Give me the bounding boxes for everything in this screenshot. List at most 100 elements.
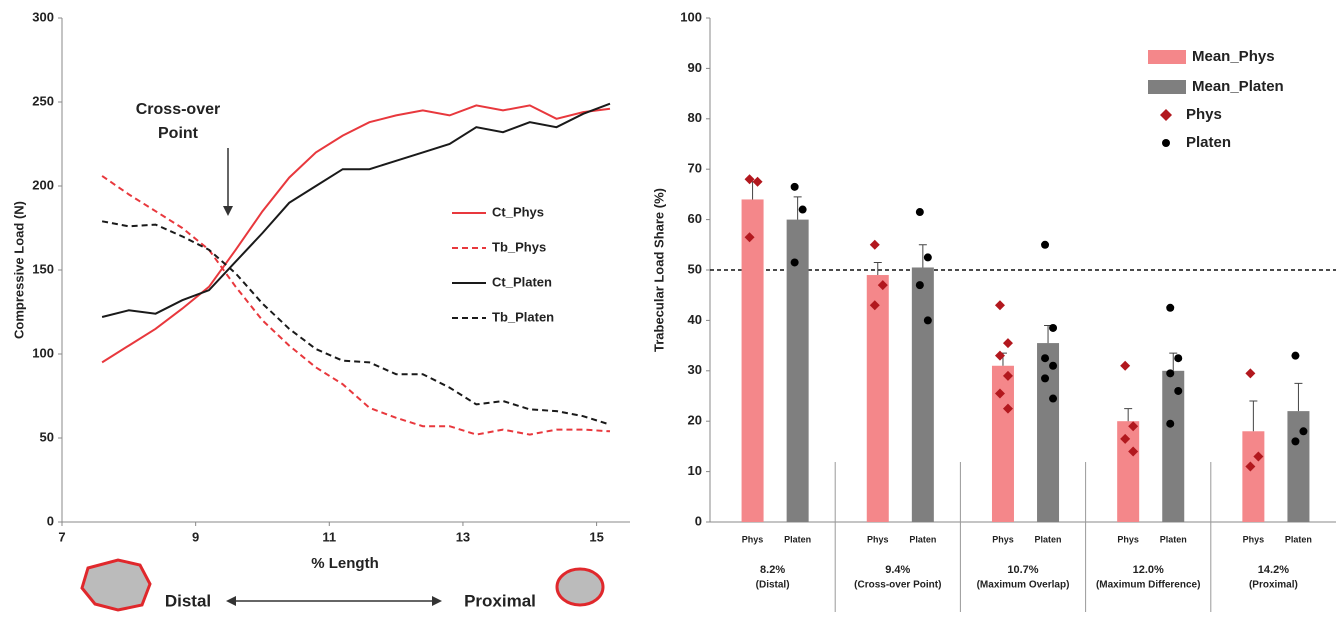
x-axis-label: % Length [311,555,379,572]
point [915,281,924,290]
legend-swatch [1148,50,1186,64]
legend-label: Tb_Phys [492,239,546,254]
legend-label: Tb_Platen [492,309,554,324]
point [1041,354,1050,363]
point [798,205,807,214]
point [1041,374,1050,383]
bar-label: Phys [1243,534,1265,544]
point [1049,361,1058,370]
legend-label: Ct_Platen [492,274,552,289]
point [1128,446,1139,457]
annotation: Distal [165,591,211,610]
point [1002,338,1013,349]
point [1002,403,1013,414]
bar [1162,370,1185,522]
point [1041,240,1050,249]
bar [1242,431,1265,522]
legend-label: Phys [1186,106,1222,123]
bar-label: Phys [867,534,889,544]
legend-label: Platen [1186,134,1231,151]
error-bar [918,244,927,268]
x-tick-label: 12.0% [1133,564,1164,576]
y-tick-label: 60 [688,211,702,226]
point [1128,421,1139,432]
y-axis-label: Trabecular Load Share (%) [651,188,666,352]
point [744,174,755,185]
bar-label: Platen [909,534,936,544]
annotation: Proximal [464,591,536,610]
y-tick-label: 0 [695,513,702,528]
y-tick-label: 100 [32,345,54,360]
bar [1037,343,1060,522]
x-tick-note: (Maximum Overlap) [977,580,1070,591]
y-tick-label: 40 [688,312,702,327]
point [1120,433,1131,444]
error-bar [1294,382,1303,412]
x-tick-label: 8.2% [760,564,785,576]
point [994,300,1005,311]
point [923,316,932,325]
x-tick-label: 9 [192,529,199,544]
error-bar [793,196,802,220]
point [869,300,880,311]
x-tick-label: 7 [58,529,65,544]
bar-label: Platen [1035,534,1062,544]
bar [1287,411,1310,522]
x-tick-label: 10.7% [1007,564,1038,576]
point [1174,386,1183,395]
y-tick-label: 50 [688,261,702,276]
point [1291,351,1300,360]
cross-over-arrowhead [223,206,233,216]
y-axis-label: Compressive Load (N) [11,201,26,339]
point [923,253,932,262]
y-tick-label: 80 [688,110,702,125]
y-tick-label: 300 [32,9,54,24]
point [915,208,924,217]
legend-swatch [1162,139,1170,147]
point [1291,437,1300,446]
bar-label: Phys [742,534,764,544]
bar [911,267,934,522]
x-tick-label: 11 [322,529,336,544]
bar-label: Phys [1117,534,1139,544]
point [994,388,1005,399]
x-tick-label: 15 [589,529,603,544]
point [790,182,799,191]
bar-label: Platen [1285,534,1312,544]
y-tick-label: 50 [40,429,54,444]
error-bar [1169,352,1178,371]
y-tick-label: 200 [32,177,54,192]
error-bar [873,261,882,276]
x-tick-label: 13 [456,529,470,544]
point [1166,369,1175,378]
y-tick-label: 90 [688,60,702,75]
point [1049,394,1058,403]
error-bar [1249,400,1258,432]
x-tick-label: 9.4% [885,564,910,576]
point [869,239,880,250]
bar [741,199,764,522]
point [1245,368,1256,379]
x-tick-note: (Distal) [756,580,790,591]
bar-label: Phys [992,534,1014,544]
point [877,280,888,291]
bar [1117,421,1140,522]
point [1174,354,1183,363]
y-tick-label: 10 [688,463,702,478]
legend-label: Ct_Phys [492,204,544,219]
point [1166,303,1175,312]
annotation: Cross-over Point [136,101,220,142]
legend-label: Mean_Phys [1192,48,1275,65]
legend-label: Mean_Platen [1192,78,1284,95]
y-tick-label: 20 [688,413,702,428]
line-series [101,220,611,426]
bar [866,275,889,522]
point [1049,323,1058,332]
point [1166,419,1175,428]
x-tick-label: 14.2% [1258,564,1289,576]
point [744,232,755,243]
legend-swatch [1160,109,1172,121]
y-tick-label: 250 [32,93,54,108]
y-tick-label: 70 [688,161,702,176]
